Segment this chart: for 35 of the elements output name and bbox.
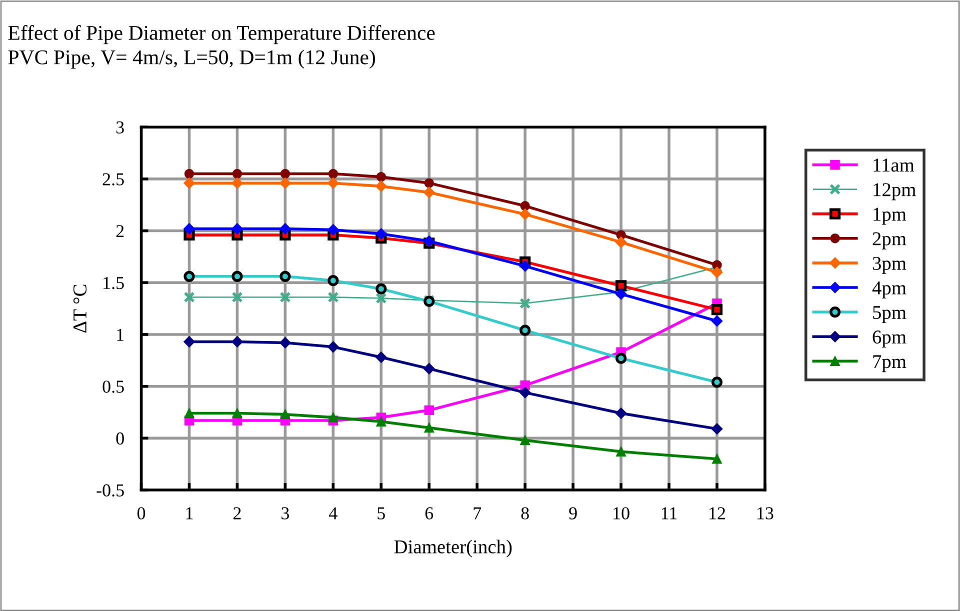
y-tick-label: 3 [116, 121, 124, 134]
x-axis-title: Diameter(inch) [394, 540, 512, 558]
y-tick-label: 1.5 [104, 276, 124, 290]
legend-label: 1pm [874, 208, 906, 225]
y-tick-label: 2.5 [102, 173, 124, 186]
x-tick-label: 11 [662, 507, 677, 520]
legend-label: 6pm [872, 330, 906, 348]
legend-label: 5pm [873, 306, 906, 323]
x-tick-label: 12 [710, 507, 726, 520]
chart-subtitle: PVC Pipe, V= 4m/s, L=50, D=1m (12 June) [8, 50, 375, 69]
x-tick-label: 0 [137, 507, 146, 520]
x-tick-label: 9 [569, 507, 577, 520]
x-tick-label: 8 [521, 507, 529, 520]
x-tick-label: 3 [282, 507, 290, 520]
x-tick-label: 13 [758, 507, 774, 520]
legend-label: 2pm [872, 232, 906, 250]
y-tick-label: -0.5 [96, 484, 124, 497]
legend-label: 4pm [872, 281, 906, 298]
x-tick-label: 7 [474, 507, 482, 520]
x-tick-label: 2 [234, 507, 241, 520]
legend-label: 3pm [872, 256, 906, 274]
chart-title: Effect of Pipe Diameter on Temperature Difference [8, 25, 435, 44]
y-tick-label: 0.5 [102, 380, 124, 393]
legend-label: 7pm [873, 355, 906, 372]
legend-label: 11am [874, 158, 914, 172]
y-tick-label: 0 [116, 432, 124, 445]
y-tick-label: 1 [117, 328, 124, 341]
x-tick-label: 6 [425, 507, 434, 520]
x-tick-label: 1 [186, 507, 193, 520]
y-axis-title: ΔT °C [73, 284, 87, 333]
x-tick-label: 10 [614, 507, 630, 520]
x-tick-label: 5 [378, 507, 385, 520]
legend-label: 12pm [874, 183, 916, 200]
y-tick-label: 2 [116, 225, 124, 238]
x-tick-label: 4 [329, 507, 338, 520]
